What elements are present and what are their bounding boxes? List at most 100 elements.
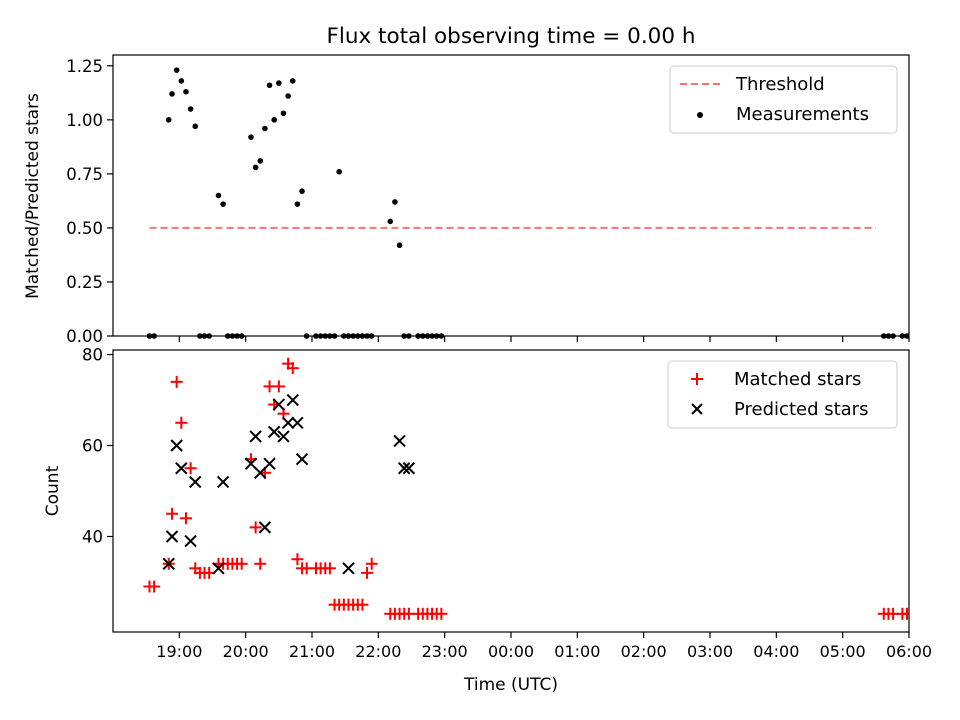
predicted-legend-label: Predicted stars: [734, 399, 868, 420]
x-tick-label: 01:00: [554, 642, 600, 661]
measurement-point: [280, 110, 287, 117]
measurement-point: [299, 188, 305, 194]
x-tick-label: 05:00: [820, 642, 866, 661]
matched-stars-point: [254, 557, 267, 570]
top-y-tick-label: 0.25: [66, 273, 103, 292]
chart-title: Flux total observing time = 0.00 h: [327, 24, 696, 49]
matched-stars-point: [179, 512, 192, 525]
predicted-stars-point: [291, 416, 304, 429]
predicted-stars-point: [281, 416, 295, 429]
predicted-stars-point: [272, 398, 286, 411]
bottom-y-tick-label: 60: [82, 437, 103, 456]
bottom-legend-box: [667, 360, 898, 429]
predicted-stars-point: [184, 534, 197, 548]
top-y-tick-label: 1.25: [66, 57, 103, 76]
matched-stars-point: [286, 362, 299, 375]
predicted-stars-point: [295, 452, 309, 466]
matched-stars-point: [901, 607, 909, 620]
matched-stars-point: [356, 598, 369, 611]
matched-stars-point: [272, 380, 285, 393]
matched-legend-label: Matched stars: [734, 369, 861, 390]
predicted-stars-point: [277, 430, 290, 443]
matched-stars-point: [249, 521, 262, 534]
measurement-point: [173, 67, 180, 73]
top-y-tick-label: 0.00: [66, 327, 103, 346]
predicted-stars-point: [402, 462, 416, 475]
measurement-point: [396, 242, 403, 249]
predicted-stars-point: [212, 562, 225, 575]
measurement-point: [252, 164, 259, 171]
x-tick-label: 19:00: [156, 642, 202, 661]
predicted-stars-point: [267, 425, 281, 439]
measurement-point: [387, 218, 394, 225]
bottom-legend: Matched stars Predicted stars: [667, 360, 898, 429]
measurement-point: [289, 78, 296, 84]
predicted-stars-point: [258, 521, 272, 534]
top-y-tick-label: 1.00: [66, 111, 103, 130]
measurements-legend-marker: [697, 112, 703, 118]
measurement-point: [169, 91, 175, 97]
measurement-point: [336, 168, 342, 175]
predicted-legend-marker: [691, 403, 703, 415]
measurement-point: [285, 93, 291, 99]
predicted-stars-point: [165, 530, 179, 543]
predicted-stars-point: [162, 557, 175, 570]
top-panel-marks: [146, 67, 909, 339]
top-plot-area: [146, 67, 909, 339]
measurement-point: [257, 158, 264, 164]
measurement-point: [220, 201, 226, 207]
matched-stars-point: [365, 557, 378, 570]
xlabel: Time (UTC): [463, 675, 558, 695]
matched-stars-point: [184, 462, 197, 475]
matched-stars-point: [361, 566, 374, 579]
predicted-stars-point: [216, 475, 230, 489]
bottom-plot-area: [143, 357, 909, 620]
x-tick-label: 00:00: [488, 642, 534, 661]
predicted-stars-point: [397, 462, 411, 475]
measurement-point: [271, 117, 277, 123]
top-y-tick-label: 0.75: [66, 165, 103, 184]
matched-stars-point: [235, 557, 248, 570]
predicted-stars-point: [249, 430, 262, 443]
x-tick-label: 03:00: [687, 642, 733, 661]
predicted-stars-point: [254, 466, 267, 480]
top-panel-axes: 0.00 0.25 0.50 0.75 1.00 1.25: [66, 57, 910, 346]
x-tick-label: 06:00: [886, 642, 932, 661]
predicted-stars-point: [244, 457, 258, 470]
top-panel-frame: [112, 54, 910, 337]
top-legend: Threshold Measurements: [669, 65, 898, 134]
matched-stars-point: [170, 375, 183, 388]
x-tick-label: 04:00: [753, 642, 799, 661]
predicted-stars-point: [170, 439, 183, 452]
measurement-point: [276, 80, 282, 86]
predicted-stars-point: [175, 462, 188, 475]
measurement-point: [294, 201, 301, 207]
measurement-point: [178, 78, 185, 84]
measurement-point: [392, 199, 398, 205]
bottom-panel-marks: [143, 357, 909, 620]
matched-stars-point: [435, 607, 448, 620]
x-tick-label: 21:00: [289, 642, 335, 661]
predicted-stars-point: [286, 393, 299, 407]
matched-stars-point: [323, 562, 336, 575]
bottom-y-tick-label: 40: [82, 527, 103, 546]
predicted-stars-point: [393, 434, 406, 448]
top-legend-box: [669, 65, 898, 134]
measurement-point: [215, 192, 222, 199]
top-y-tick-label: 0.50: [66, 219, 103, 238]
measurement-point: [248, 134, 254, 140]
top-panel: 0.00 0.25 0.50 0.75 1.00 1.25 Matched/Predict…: [23, 54, 910, 346]
predicted-stars-point: [263, 457, 276, 470]
measurements-legend-label: Measurements: [736, 104, 869, 125]
threshold-legend-label: Threshold: [735, 74, 825, 95]
predicted-stars-point: [189, 475, 202, 489]
bottom-y-tick-label: 80: [82, 346, 103, 365]
measurement-point: [165, 117, 172, 123]
bottom-panel-frame: [112, 349, 910, 633]
x-tick-label: 02:00: [621, 642, 667, 661]
predicted-stars-point: [342, 562, 355, 575]
matched-stars-point: [148, 580, 161, 593]
measurement-point: [187, 106, 194, 112]
matched-stars-point: [175, 416, 188, 429]
